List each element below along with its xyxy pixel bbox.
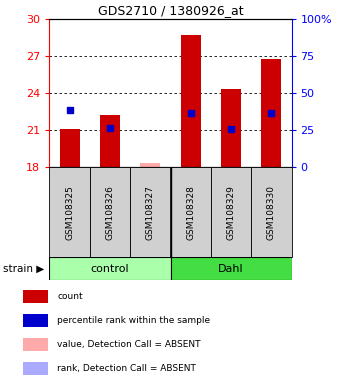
Text: GSM108326: GSM108326 — [105, 185, 115, 240]
Bar — [49, 167, 90, 257]
Bar — [170, 257, 292, 280]
Text: GSM108325: GSM108325 — [65, 185, 74, 240]
Bar — [24, 290, 48, 303]
Bar — [140, 163, 160, 167]
Bar — [24, 314, 48, 327]
Text: percentile rank within the sample: percentile rank within the sample — [57, 316, 210, 324]
Text: value, Detection Call = ABSENT: value, Detection Call = ABSENT — [57, 340, 201, 349]
Bar — [90, 167, 130, 257]
Bar — [100, 115, 120, 167]
Text: GSM108330: GSM108330 — [267, 185, 276, 240]
Text: Dahl: Dahl — [218, 264, 244, 274]
Text: strain ▶: strain ▶ — [3, 264, 45, 274]
Bar — [211, 167, 251, 257]
Text: GSM108327: GSM108327 — [146, 185, 155, 240]
Title: GDS2710 / 1380926_at: GDS2710 / 1380926_at — [98, 3, 243, 17]
Bar — [221, 89, 241, 167]
Text: GSM108328: GSM108328 — [186, 185, 195, 240]
Text: GSM108329: GSM108329 — [226, 185, 236, 240]
Text: rank, Detection Call = ABSENT: rank, Detection Call = ABSENT — [57, 364, 196, 372]
Bar — [130, 167, 170, 257]
Bar — [251, 167, 292, 257]
Bar — [170, 167, 211, 257]
Bar — [181, 35, 201, 167]
Bar — [60, 129, 80, 167]
Text: count: count — [57, 292, 83, 301]
Bar — [261, 59, 281, 167]
Bar — [24, 362, 48, 375]
Bar — [49, 257, 170, 280]
Bar — [24, 338, 48, 351]
Text: control: control — [91, 264, 129, 274]
